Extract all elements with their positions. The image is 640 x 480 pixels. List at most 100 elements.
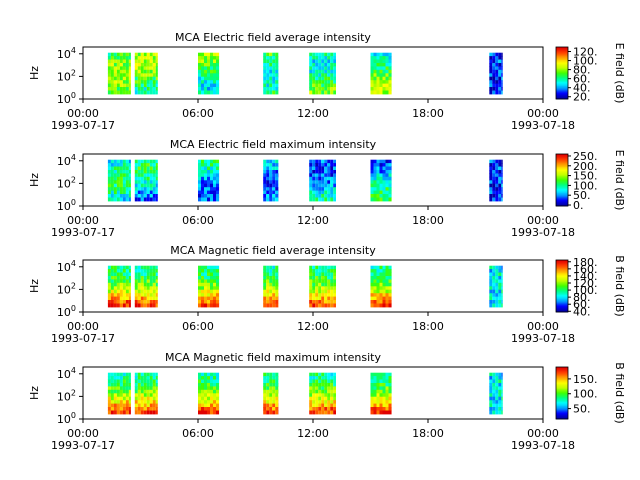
heatmap-cell — [110, 87, 114, 91]
heatmap-cell — [266, 407, 270, 411]
heatmap-cell — [152, 83, 156, 88]
heatmap-cell — [327, 63, 331, 67]
heatmap-cell — [128, 269, 131, 273]
heatmap-cell — [216, 276, 219, 280]
heatmap-cell — [122, 56, 126, 60]
heatmap-cell — [213, 159, 216, 164]
heatmap-cell — [315, 52, 319, 57]
heatmap-cell — [210, 389, 213, 394]
heatmap-cell — [501, 407, 503, 411]
heatmap-cell — [382, 170, 386, 174]
heatmap-cell — [213, 183, 216, 188]
heatmap-cell — [489, 407, 493, 411]
heatmap-cell — [501, 265, 503, 270]
heatmap-cell — [140, 66, 144, 71]
colorbar-step — [556, 193, 568, 195]
heatmap-cell — [216, 379, 219, 384]
heatmap-cell — [382, 76, 386, 81]
heatmap-cell — [152, 403, 156, 408]
heatmap-cell — [113, 76, 117, 81]
heatmap-cell — [266, 87, 270, 91]
heatmap-cell — [312, 400, 316, 405]
heatmap-cell — [107, 410, 111, 415]
heatmap-cell — [312, 87, 316, 91]
heatmap-cell — [198, 190, 201, 195]
heatmap-cell — [489, 87, 493, 91]
heatmap-cell — [263, 403, 267, 408]
heatmap-cell — [330, 173, 334, 178]
heatmap-cell — [376, 379, 380, 384]
heatmap-cell — [134, 279, 138, 284]
heatmap-cell — [207, 197, 210, 202]
heatmap-cell — [382, 187, 386, 192]
heatmap-cell — [492, 286, 496, 291]
heatmap-cell — [315, 389, 319, 394]
heatmap-cell — [134, 389, 138, 394]
heatmap-cell — [269, 170, 273, 174]
heatmap-cell — [266, 279, 270, 284]
heatmap-cell — [143, 183, 147, 188]
heatmap-cell — [125, 386, 129, 391]
heatmap-cell — [207, 279, 210, 284]
heatmap-cell — [492, 279, 496, 284]
heatmap-cell — [216, 269, 219, 273]
heatmap-cell — [140, 59, 144, 64]
heatmap-cell — [333, 407, 336, 411]
heatmap-cell — [137, 190, 141, 195]
heatmap-cell — [373, 173, 377, 178]
heatmap-cell — [318, 166, 322, 171]
heatmap-cell — [149, 176, 153, 181]
heatmap-cell — [385, 389, 389, 394]
heatmap-cell — [373, 187, 377, 192]
heatmap-cell — [266, 90, 270, 95]
heatmap-cell — [263, 379, 267, 384]
heatmap-cell — [140, 300, 144, 304]
heatmap-cell — [149, 410, 153, 415]
heatmap-cell — [489, 73, 493, 78]
x-tick-label: 12:00 — [297, 214, 329, 227]
heatmap-cell — [122, 279, 126, 284]
heatmap-cell — [330, 197, 334, 202]
heatmap-cell — [495, 180, 499, 185]
heatmap-cell — [140, 272, 144, 277]
heatmap-cell — [379, 190, 383, 195]
heatmap-cell — [495, 407, 499, 411]
heatmap-cell — [266, 170, 270, 174]
heatmap-cell — [333, 83, 336, 88]
heatmap-cell — [324, 407, 328, 411]
heatmap-cell — [137, 276, 141, 280]
heatmap-cell — [201, 183, 204, 188]
data-segment — [134, 52, 158, 95]
heatmap-cell — [213, 379, 216, 384]
heatmap-cell — [152, 279, 156, 284]
heatmap-cell — [149, 376, 153, 380]
heatmap-cell — [272, 173, 276, 178]
heatmap-cell — [501, 383, 503, 387]
heatmap-cell — [119, 180, 123, 185]
heatmap-cell — [309, 286, 313, 291]
heatmap-cell — [128, 66, 131, 71]
heatmap-cell — [113, 396, 117, 401]
heatmap-cell — [216, 393, 219, 398]
heatmap-cell — [370, 403, 374, 408]
heatmap-cell — [210, 286, 213, 291]
heatmap-cell — [152, 66, 156, 71]
heatmap-cell — [213, 176, 216, 181]
heatmap-cell — [318, 383, 322, 387]
heatmap-cell — [370, 410, 374, 415]
heatmap-cell — [128, 183, 131, 188]
heatmap-cell — [204, 66, 207, 71]
heatmap-cell — [272, 166, 276, 171]
heatmap-cell — [137, 296, 141, 301]
heatmap-cell — [498, 389, 502, 394]
heatmap-cell — [373, 69, 377, 74]
heatmap-cell — [315, 76, 319, 81]
heatmap-cell — [216, 300, 219, 304]
heatmap-cell — [113, 279, 117, 284]
heatmap-cell — [327, 272, 331, 277]
heatmap-cell — [498, 83, 502, 88]
heatmap-cell — [501, 52, 503, 57]
heatmap-cell — [266, 303, 270, 308]
heatmap-cell — [333, 59, 336, 64]
heatmap-cell — [382, 83, 386, 88]
